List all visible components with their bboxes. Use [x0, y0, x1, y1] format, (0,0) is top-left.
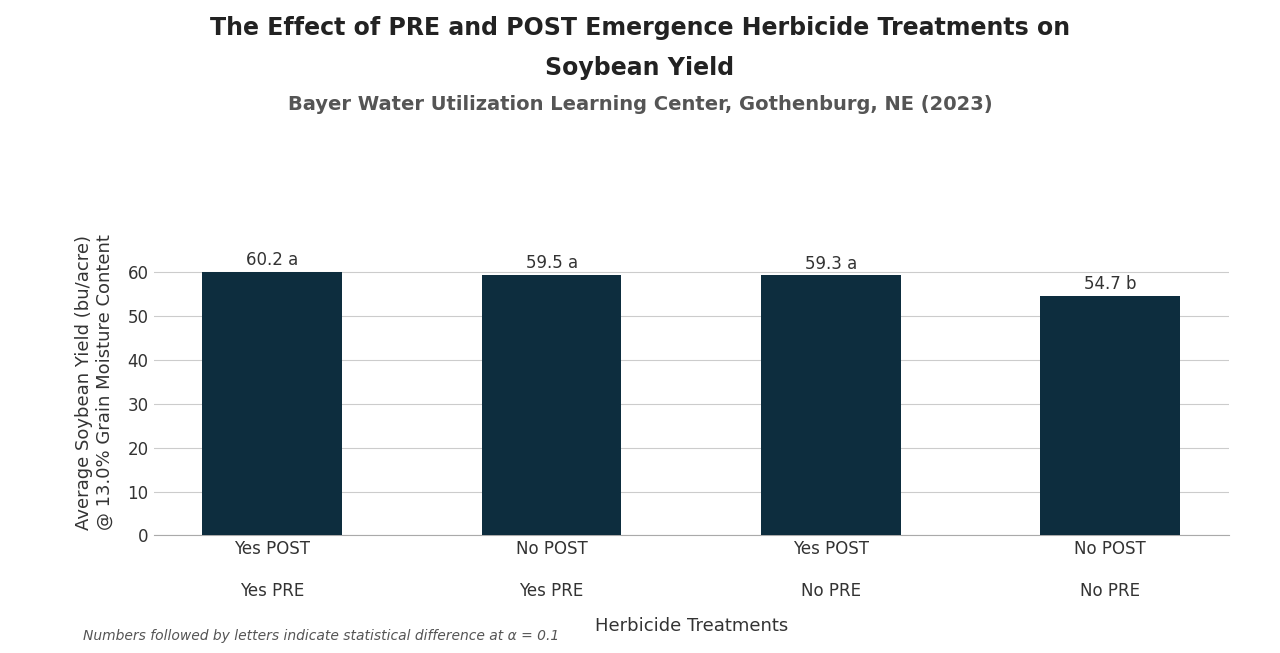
Bar — [202, 272, 342, 535]
Text: 54.7 b: 54.7 b — [1084, 276, 1137, 293]
Text: 60.2 a: 60.2 a — [246, 251, 298, 269]
Bar — [1041, 296, 1180, 535]
Text: Numbers followed by letters indicate statistical difference at α = 0.1: Numbers followed by letters indicate sta… — [83, 629, 559, 643]
Text: The Effect of PRE and POST Emergence Herbicide Treatments on: The Effect of PRE and POST Emergence Her… — [210, 16, 1070, 40]
Text: Bayer Water Utilization Learning Center, Gothenburg, NE (2023): Bayer Water Utilization Learning Center,… — [288, 95, 992, 114]
Bar — [481, 274, 621, 535]
X-axis label: Herbicide Treatments: Herbicide Treatments — [595, 616, 787, 635]
Bar — [762, 276, 901, 535]
Text: 59.5 a: 59.5 a — [526, 255, 577, 272]
Y-axis label: Average Soybean Yield (bu/acre)
@ 13.0% Grain Moisture Content: Average Soybean Yield (bu/acre) @ 13.0% … — [76, 234, 114, 530]
Text: 59.3 a: 59.3 a — [805, 255, 858, 273]
Text: Soybean Yield: Soybean Yield — [545, 56, 735, 80]
